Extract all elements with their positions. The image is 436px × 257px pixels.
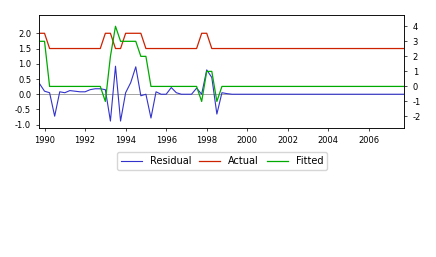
Residual — [108, 120, 113, 123]
Line: Residual: Residual — [40, 66, 405, 121]
Residual — [229, 93, 235, 96]
Legend: Residual, Actual, Fitted: Residual, Actual, Fitted — [117, 152, 327, 170]
Actual — [123, 32, 128, 35]
Residual — [402, 93, 407, 96]
Actual — [225, 47, 230, 50]
Actual — [371, 47, 377, 50]
Fitted — [361, 85, 367, 88]
Actual — [37, 32, 42, 35]
Residual — [128, 81, 133, 84]
Residual — [376, 93, 382, 96]
Actual — [402, 47, 407, 50]
Fitted — [103, 100, 108, 103]
Fitted — [113, 25, 118, 28]
Residual — [37, 82, 42, 85]
Fitted — [351, 85, 356, 88]
Fitted — [376, 85, 382, 88]
Residual — [351, 93, 356, 96]
Line: Fitted: Fitted — [40, 26, 405, 102]
Actual — [346, 47, 351, 50]
Fitted — [229, 85, 235, 88]
Fitted — [169, 85, 174, 88]
Fitted — [402, 85, 407, 88]
Residual — [113, 65, 118, 68]
Fitted — [128, 40, 133, 43]
Residual — [169, 86, 174, 89]
Actual — [164, 47, 169, 50]
Line: Actual: Actual — [40, 33, 405, 49]
Residual — [361, 93, 367, 96]
Actual — [47, 47, 52, 50]
Actual — [356, 47, 361, 50]
Fitted — [37, 40, 42, 43]
